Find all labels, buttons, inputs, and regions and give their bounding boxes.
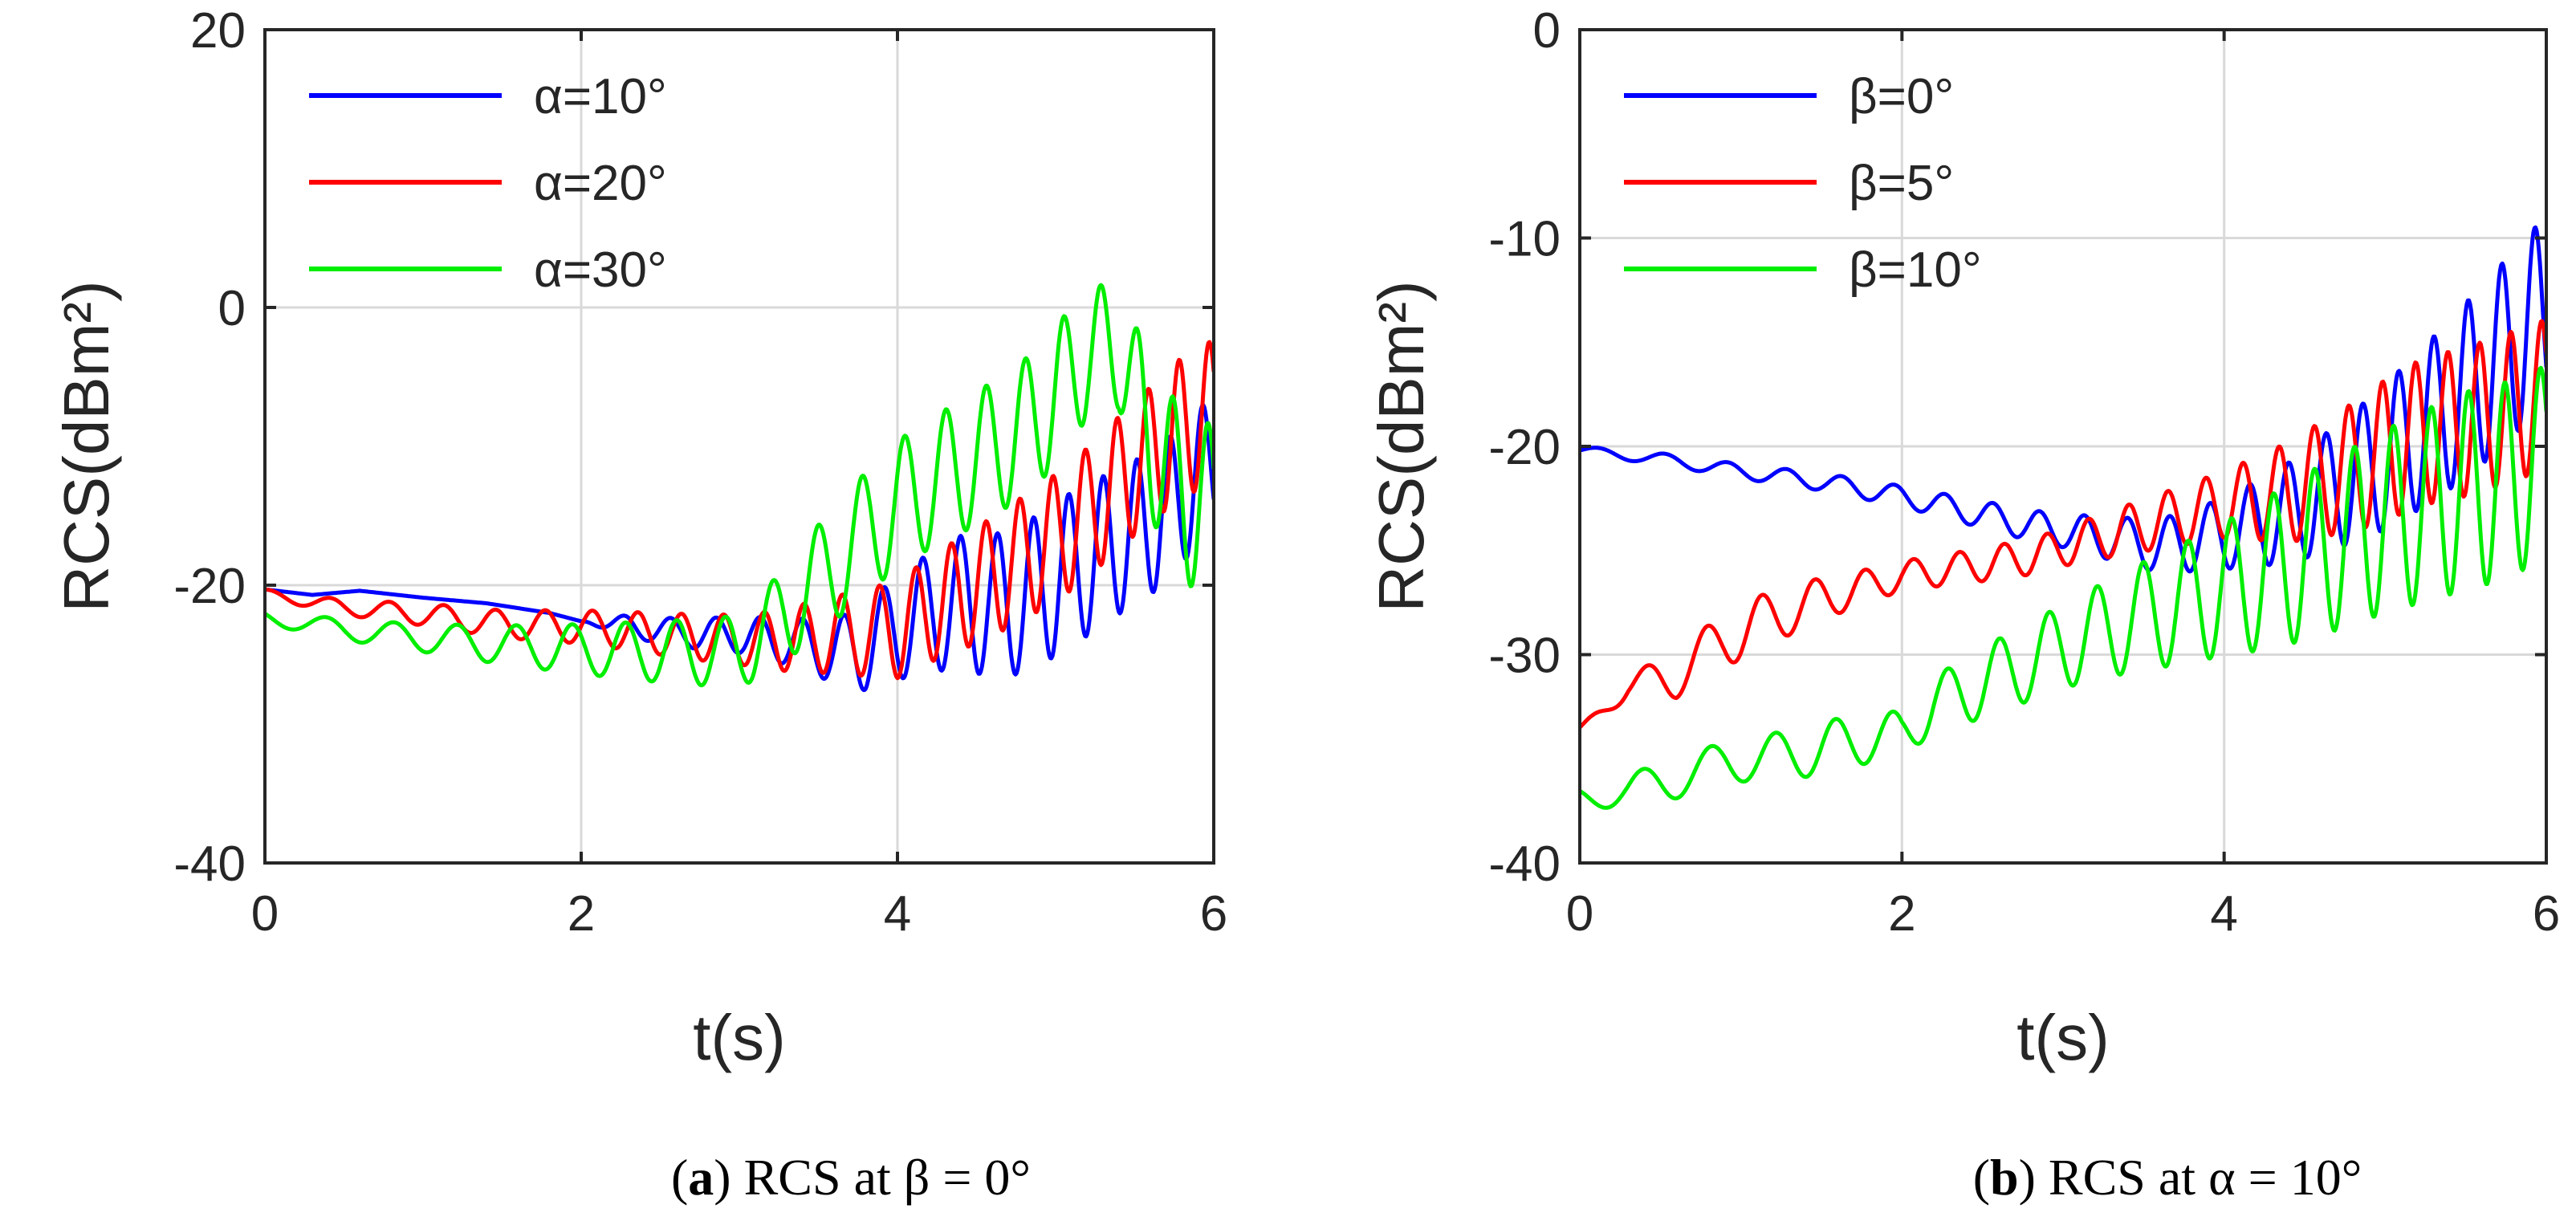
series-group	[265, 283, 1214, 693]
series-line-3	[1580, 365, 2546, 810]
legend-label-3: β=10°	[1849, 242, 1982, 298]
y-tick-label: 0	[1533, 3, 1561, 59]
axes-frame	[263, 28, 1215, 865]
x-axis-label: t(s)	[2016, 1002, 2110, 1073]
series-group	[1580, 225, 2546, 810]
legend-label-1: α=10°	[534, 69, 667, 124]
y-tick-label: -30	[1488, 629, 1561, 684]
y-axis-label: RCS(dBm²)	[1365, 280, 1437, 612]
legend: α=10° α=20° α=30°	[309, 69, 667, 298]
x-tick-label: 6	[2533, 886, 2560, 942]
legend-label-3: α=30°	[534, 242, 667, 298]
series-line-2	[1580, 319, 2546, 730]
x-tick-label: 4	[2210, 886, 2237, 942]
x-tick-label: 2	[568, 886, 595, 942]
y-tick-label: -40	[1488, 836, 1561, 892]
x-axis-label: t(s)	[693, 1002, 786, 1073]
legend-label-2: β=5°	[1849, 156, 1954, 211]
x-tick-label: 4	[884, 886, 911, 942]
y-tick-label: -20	[1488, 420, 1561, 475]
x-tick-label: 2	[1888, 886, 1915, 942]
x-tick-label: 0	[1566, 886, 1593, 942]
y-tick-label: -20	[173, 559, 246, 614]
series-line-3	[265, 283, 1214, 688]
legend-label-1: β=0°	[1849, 69, 1954, 124]
panel-b: 0 2 4 6-40-30-20-100t(s)RCS(dBm²)β=0°β=5°β=…	[1365, 3, 2560, 1206]
panel-a: 0 2 4 6 -40 -20 0 20 t(s) RCS(dBm²) α=10° α=20° α=30…	[51, 3, 1227, 1206]
legend: β=0° β=5° β=10°	[1624, 69, 1982, 298]
grid	[265, 30, 1214, 863]
caption: (b) RCS at α = 10°	[1973, 1149, 2362, 1206]
y-axis-label: RCS(dBm²)	[51, 280, 122, 612]
y-tick-label: 20	[190, 3, 246, 59]
caption: (a) RCS at β = 0°	[671, 1149, 1031, 1206]
x-tick-label: 0	[251, 886, 279, 942]
plot-area	[265, 30, 1214, 863]
legend-label-2: α=20°	[534, 156, 667, 211]
y-tick-label: -10	[1488, 212, 1561, 267]
x-tick-label: 6	[1200, 886, 1227, 942]
y-tick-label: 0	[218, 281, 246, 336]
y-tick-label: -40	[173, 836, 246, 892]
